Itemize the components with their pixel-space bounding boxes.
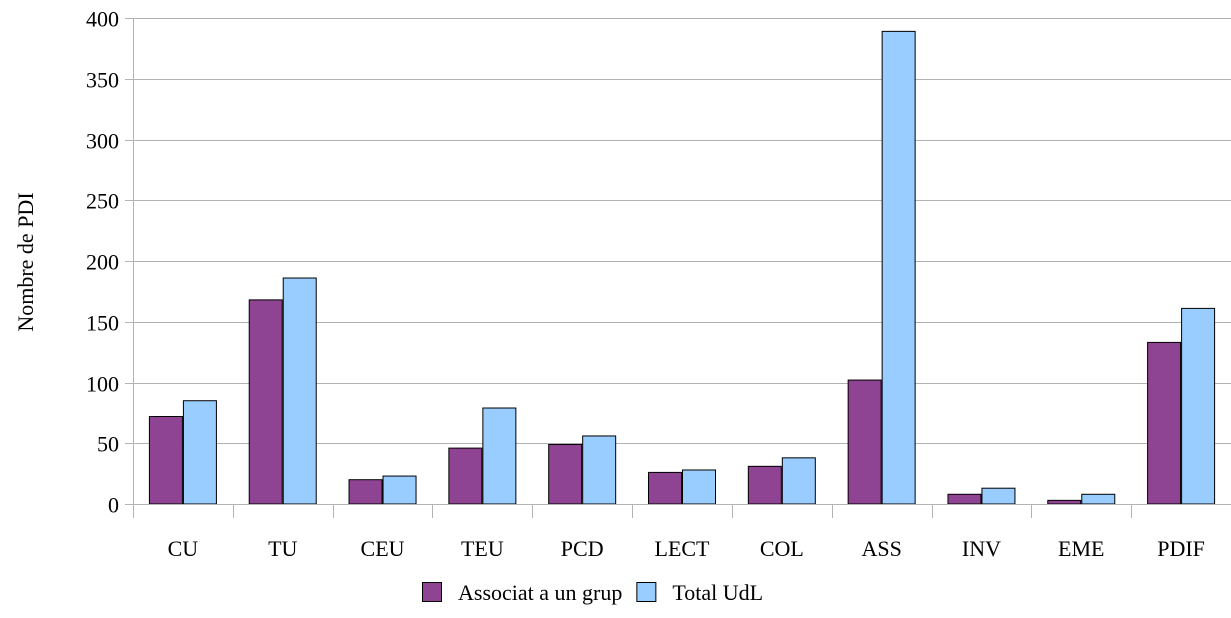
bar-tu-series-2: [282, 277, 317, 505]
bar-ceu-series-2: [382, 475, 417, 505]
bar-cu-series-1: [148, 416, 183, 505]
bar-pcd-series-2: [582, 435, 617, 505]
y-tick-label: 100: [86, 372, 119, 397]
x-tick-label: CU: [168, 536, 199, 561]
x-tick-label: EME: [1058, 536, 1104, 561]
x-tick-label: CEU: [361, 536, 405, 561]
bar-eme-series-2: [1081, 493, 1116, 505]
y-tick-label: 50: [97, 432, 119, 457]
x-tick-label: TU: [268, 536, 297, 561]
legend: Associat a un grup Total UdL: [422, 580, 763, 605]
y-tick-label: 350: [86, 68, 119, 93]
axes: [125, 18, 1231, 518]
x-tick-labels: CU TU CEU TEU PCD LECT COL ASS INV EME PDIF: [168, 536, 1205, 561]
legend-label-2: Total UdL: [672, 580, 763, 605]
bar-inv-series-2: [981, 487, 1016, 505]
bar-pdif-series-1: [1147, 341, 1182, 505]
x-tick-label: PCD: [561, 536, 604, 561]
legend-swatch-2: [636, 582, 657, 602]
bar-teu-series-2: [482, 407, 517, 505]
x-tick-label: COL: [760, 536, 804, 561]
x-tick-label: PDIF: [1157, 536, 1205, 561]
bar-ass-series-1: [847, 379, 882, 505]
bars: [148, 30, 1216, 505]
y-tick-label: 150: [86, 311, 119, 336]
bar-pcd-series-1: [548, 443, 583, 505]
y-tick-label: 250: [86, 189, 119, 214]
bar-lect-series-2: [682, 469, 716, 505]
bar-ass-series-2: [881, 30, 916, 505]
bar-col-series-1: [747, 465, 782, 505]
x-tick-label: TEU: [461, 536, 504, 561]
bar-eme-series-1: [1047, 499, 1082, 505]
bar-cu-series-2: [182, 400, 217, 505]
bar-col-series-2: [781, 457, 816, 505]
x-tick-label: ASS: [861, 536, 901, 561]
bar-pdif-series-2: [1181, 307, 1216, 505]
y-tick-labels: 0 50 100 150 200 250 300 350 400: [86, 7, 119, 518]
bar-lect-series-1: [648, 471, 682, 505]
y-tick-label: 0: [108, 493, 119, 518]
y-tick-label: 400: [86, 7, 119, 32]
legend-label-1: Associat a un grup: [458, 580, 622, 605]
bar-ceu-series-1: [348, 479, 383, 505]
y-axis-title: Nombre de PDI: [13, 192, 38, 331]
y-tick-label: 300: [86, 129, 119, 154]
x-tick-label: INV: [962, 536, 1001, 561]
bar-inv-series-1: [947, 493, 982, 505]
bar-teu-series-1: [448, 447, 483, 505]
y-tick-label: 200: [86, 250, 119, 275]
legend-swatch-1: [422, 582, 442, 602]
bar-tu-series-1: [248, 299, 283, 505]
x-tick-label: LECT: [655, 536, 711, 561]
